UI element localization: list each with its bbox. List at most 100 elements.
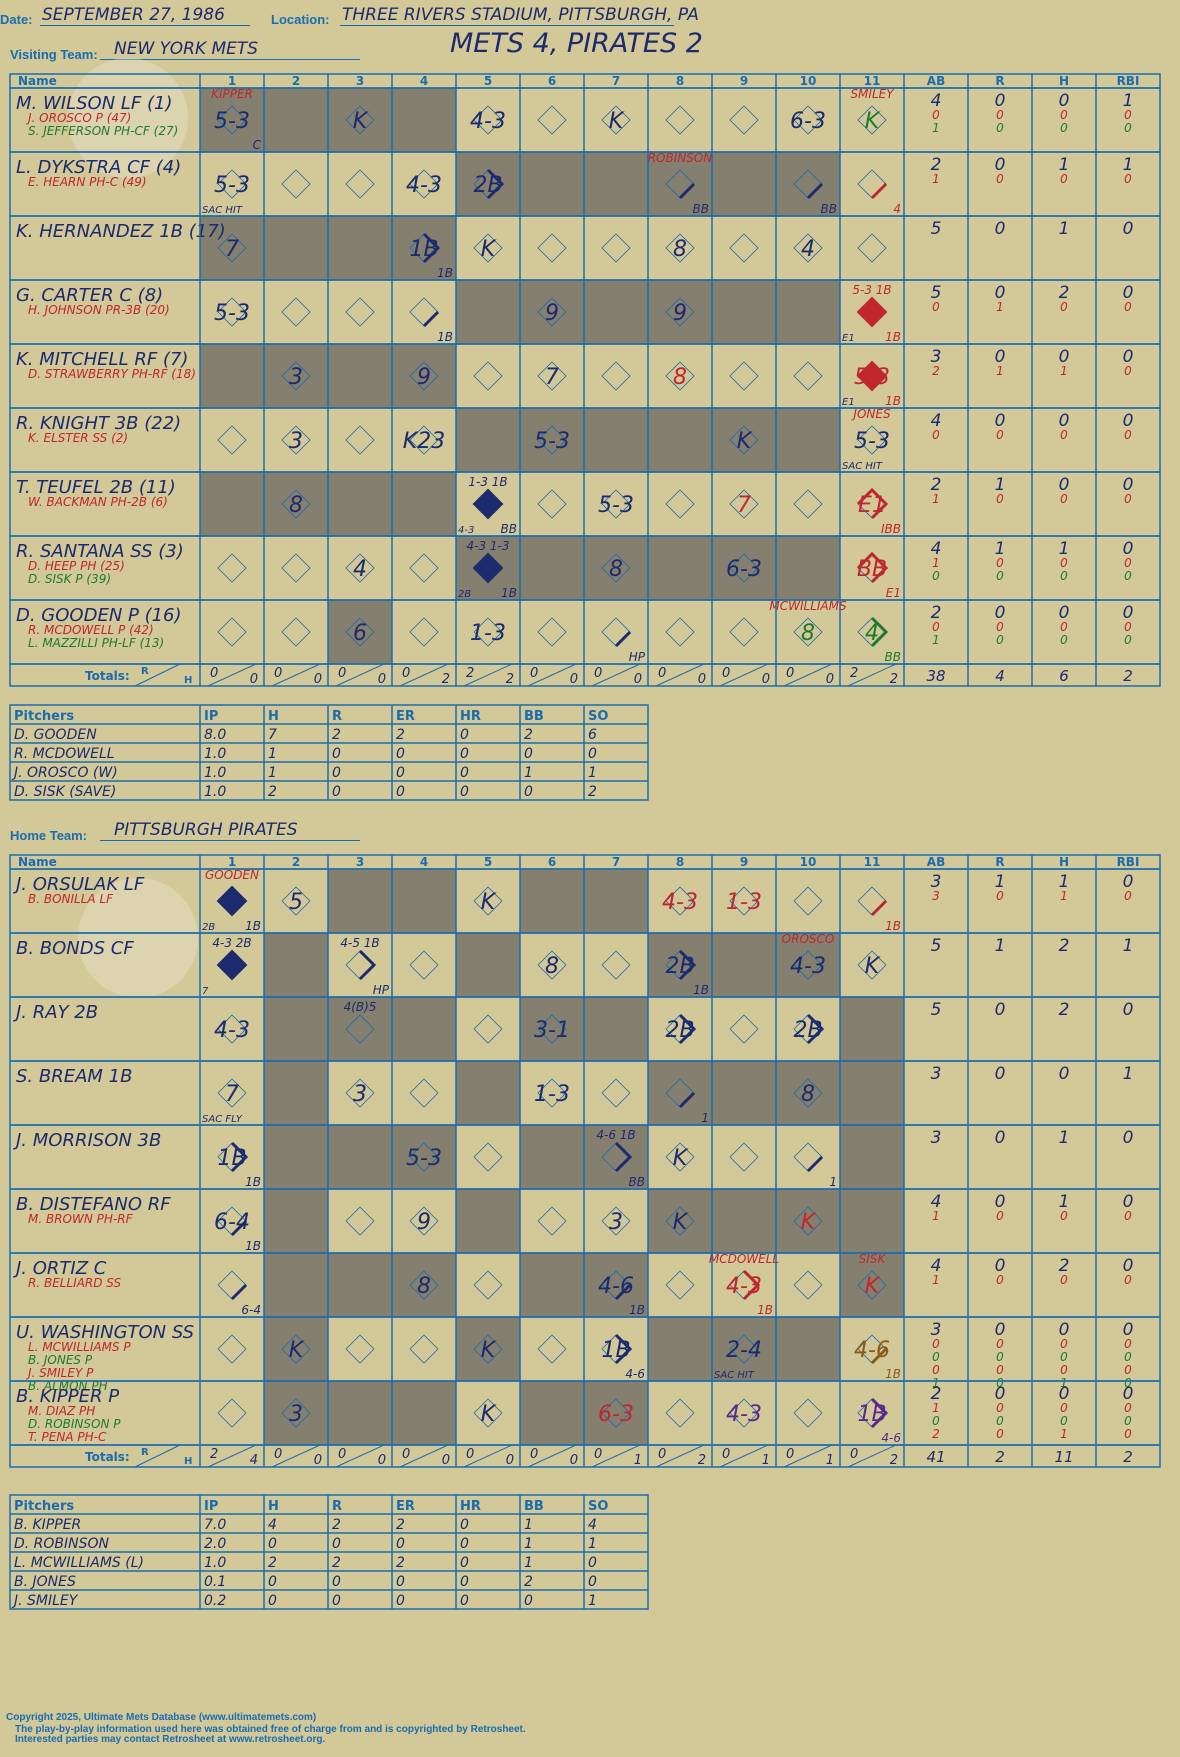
stat-value: 0 [995, 1064, 1006, 1084]
base-diamond [345, 617, 375, 647]
header-row [9, 73, 1161, 89]
base-diamond [281, 425, 311, 455]
inning-runs: 0 [786, 1447, 794, 1462]
base-diamond [857, 105, 887, 135]
shaded-cell [712, 933, 776, 997]
base-diamond [217, 1078, 247, 1108]
play-note: E1 [842, 333, 855, 344]
basepath-mark [742, 1269, 761, 1301]
basepath-mark [678, 949, 697, 981]
inning-header: 10 [800, 855, 817, 869]
stat-value: 0 [1059, 1320, 1070, 1340]
base-diamond [409, 1142, 439, 1172]
base-diamond [537, 233, 567, 263]
basepath-mark [856, 487, 889, 520]
stat-value: 1 [932, 492, 940, 506]
shaded-cell [264, 933, 328, 997]
stat-value: 0 [932, 428, 940, 442]
stat-value: 1 [1059, 872, 1070, 892]
inning-header: 9 [740, 855, 748, 869]
base-diamond [217, 553, 247, 583]
base-diamond [473, 1014, 503, 1044]
stat-value: 0 [996, 569, 1004, 583]
shaded-cell [712, 152, 776, 216]
play-result: 5-3 [598, 493, 634, 518]
stat-value: 0 [1124, 1273, 1132, 1287]
stat-value: 1 [932, 1273, 940, 1287]
play-result: 4-5 1B [340, 936, 379, 950]
player-name: K. MITCHELL RF (7) [16, 349, 188, 370]
pitcher-stat: 2 [332, 727, 341, 743]
play-result: 4-6 1B [596, 1128, 635, 1142]
basepath-mark [422, 232, 441, 264]
play-result: 8 [673, 237, 687, 262]
shaded-cell [776, 408, 840, 472]
shaded-cell [392, 1381, 456, 1445]
base-diamond [537, 1206, 567, 1236]
pitcher-stat: 0 [588, 1555, 597, 1571]
base-diamond [601, 233, 631, 263]
play-note: HP [629, 650, 646, 664]
player-name: T. PENA PH-C [28, 1430, 107, 1444]
play-result: 2B [665, 954, 694, 979]
base-diamond [537, 617, 567, 647]
pitcher-stat: 2 [524, 727, 533, 743]
play-result: 7 [545, 365, 559, 390]
play-result: BB [857, 557, 887, 582]
stat-value: 0 [1060, 1273, 1068, 1287]
shaded-cell [456, 1189, 520, 1253]
player-name: D. SISK P (39) [28, 572, 111, 586]
play-note: BB [629, 1175, 645, 1189]
play-note: 1B [245, 1239, 261, 1253]
basepath-mark [230, 1219, 248, 1237]
shaded-cell [584, 869, 648, 933]
play-note: 1B [245, 919, 261, 933]
pitcher-stat: 2 [268, 784, 277, 800]
base-diamond [729, 105, 759, 135]
shaded-cell [328, 997, 392, 1061]
base-diamond [217, 169, 247, 199]
stat-value: 1 [932, 556, 940, 570]
play-note: BB [885, 650, 901, 664]
base-diamond [473, 105, 503, 135]
shaded-cell [776, 933, 840, 997]
pitcher-stat: 1 [524, 1555, 533, 1571]
stat-value: 5 [931, 219, 942, 239]
base-diamond [217, 1142, 247, 1172]
stat-value: 0 [996, 889, 1004, 903]
pitcher-stat: 1.0 [204, 746, 226, 762]
pitcher-stat: 1 [588, 1536, 597, 1552]
pitcher-col-header: SO [588, 709, 608, 724]
inning-runs: 0 [274, 1447, 282, 1462]
basepath-mark [678, 182, 696, 200]
stat-value: 0 [996, 1376, 1004, 1390]
pitcher-stat: 2 [268, 1555, 277, 1571]
pitcher-stat: 2 [396, 727, 405, 743]
shaded-cell [264, 1189, 328, 1253]
base-diamond [601, 553, 631, 583]
play-note: 7 [202, 986, 209, 997]
stat-value: 1 [1059, 1192, 1070, 1212]
player-name: J. RAY 2B [13, 1002, 98, 1023]
play-note: 1B [757, 1303, 773, 1317]
shaded-cell [328, 1253, 392, 1317]
stat-value: 0 [932, 1363, 940, 1377]
stat-value: 2 [932, 364, 940, 378]
inning-hits: 2 [890, 672, 898, 687]
play-result: 2B [665, 1018, 694, 1043]
inning-header: 1 [228, 855, 236, 869]
play-note: 1B [885, 1367, 901, 1381]
stat-value: 0 [995, 347, 1006, 367]
base-diamond [281, 1398, 311, 1428]
stat-value: 0 [932, 1337, 940, 1351]
inning-runs: 0 [338, 666, 346, 681]
totals-label: Totals: [85, 669, 130, 683]
inning-hits: 0 [826, 672, 834, 687]
basepath-mark [486, 168, 505, 200]
pitcher-col-header: HR [460, 1499, 481, 1514]
stat-value: 0 [1059, 1384, 1070, 1404]
stat-value: 0 [1123, 539, 1134, 559]
shaded-cell [520, 152, 584, 216]
pitcher-stat: 0 [460, 784, 469, 800]
play-result: 7 [737, 493, 751, 518]
